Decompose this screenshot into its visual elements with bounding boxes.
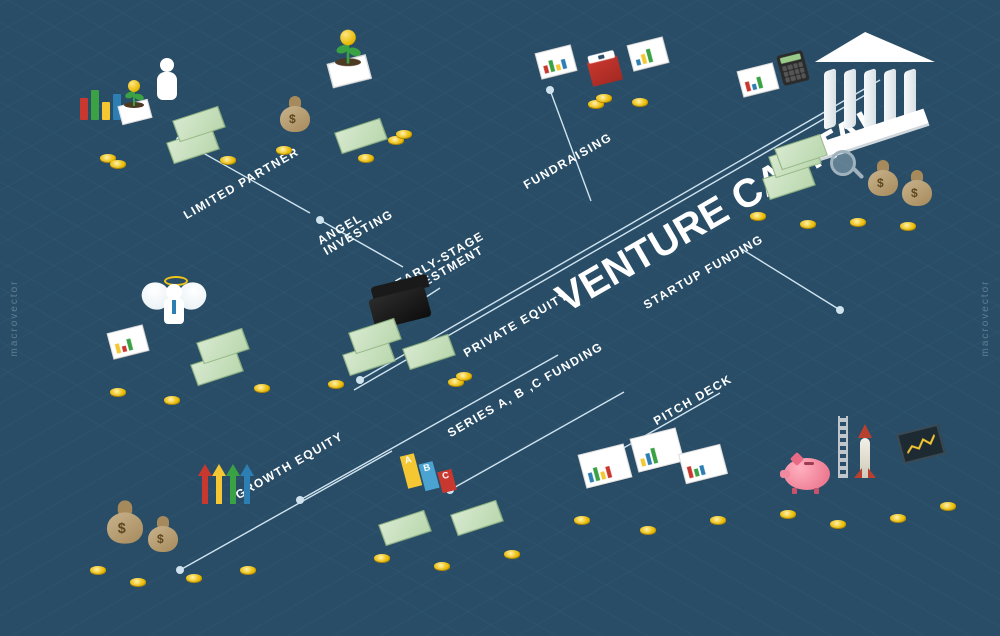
coin-icon xyxy=(164,396,180,404)
coin-icon xyxy=(396,130,412,138)
coin-icon xyxy=(374,554,390,562)
bank-icon xyxy=(810,30,930,150)
presentation-board-icon xyxy=(896,424,946,464)
calculator-icon xyxy=(776,50,810,86)
block-a-icon: A xyxy=(400,453,422,488)
plant-icon xyxy=(322,30,374,85)
coin-icon xyxy=(800,220,816,228)
cluster-angel-investing: $ xyxy=(268,36,438,176)
angel-icon xyxy=(148,276,200,332)
cluster-limited-partner xyxy=(80,46,270,186)
cluster-private-equity xyxy=(104,276,304,436)
coin-icon xyxy=(632,98,648,106)
coin-icon xyxy=(358,154,374,162)
cash-icon xyxy=(450,500,504,536)
coin-icon xyxy=(574,516,590,524)
donation-box-icon xyxy=(587,55,623,87)
coin-icon xyxy=(830,520,846,528)
cluster-series-abc: A B C xyxy=(374,446,564,596)
cluster-fundraising xyxy=(532,40,682,150)
arrows-up-icon xyxy=(200,464,252,504)
magnifier-icon xyxy=(830,150,860,180)
cash-icon xyxy=(334,118,388,154)
coin-icon xyxy=(276,146,292,154)
chart-panel-icon xyxy=(535,44,578,79)
coin-icon xyxy=(710,516,726,524)
stage: VENTURE CAPITAL LIMITED PARTNER ANGELINV… xyxy=(0,0,1000,636)
cluster-bank: $ $ xyxy=(740,30,980,260)
cluster-pitch-deck xyxy=(570,430,760,580)
chart-panel-icon xyxy=(737,62,780,97)
chart-panel-icon xyxy=(107,324,150,359)
coin-icon xyxy=(900,222,916,230)
cluster-startup-funding xyxy=(780,410,990,600)
coin-icon xyxy=(130,578,146,586)
block-c-icon: C xyxy=(437,469,456,493)
coin-icon xyxy=(940,502,956,510)
coin-icon xyxy=(254,384,270,392)
money-bag-icon: $ xyxy=(148,516,178,552)
chart-panel-icon xyxy=(678,444,728,484)
cluster-growth-equity: $ $ xyxy=(90,456,310,616)
money-bag-icon: $ xyxy=(280,96,310,132)
coin-icon xyxy=(640,526,656,534)
coin-icon xyxy=(890,514,906,522)
coin-icon xyxy=(240,566,256,574)
chart-panel-icon xyxy=(578,443,633,488)
money-bag-icon: $ xyxy=(868,160,898,196)
coin-icon xyxy=(110,160,126,168)
block-b-icon: B xyxy=(419,461,440,491)
coin-icon xyxy=(504,550,520,558)
chart-panel-icon xyxy=(630,427,685,472)
coin-icon xyxy=(186,574,202,582)
money-bag-icon: $ xyxy=(107,500,143,543)
rocket-icon xyxy=(856,424,874,478)
coin-icon xyxy=(90,566,106,574)
money-bag-icon: $ xyxy=(902,170,932,206)
cluster-early-stage xyxy=(328,284,498,414)
coin-icon xyxy=(328,380,344,388)
coin-icon xyxy=(780,510,796,518)
coin-icon xyxy=(456,372,472,380)
cash-icon xyxy=(402,334,456,370)
plant-icon xyxy=(114,80,154,122)
coin-icon xyxy=(596,94,612,102)
coin-icon xyxy=(850,218,866,226)
coin-icon xyxy=(220,156,236,164)
gantry-icon xyxy=(838,416,848,478)
chart-panel-icon xyxy=(627,36,670,71)
person-icon xyxy=(154,58,180,102)
briefcase-icon xyxy=(372,284,428,324)
coin-icon xyxy=(750,212,766,220)
coin-icon xyxy=(434,562,450,570)
cash-icon xyxy=(378,510,432,546)
coin-icon xyxy=(110,388,126,396)
piggy-bank-icon xyxy=(784,458,830,490)
